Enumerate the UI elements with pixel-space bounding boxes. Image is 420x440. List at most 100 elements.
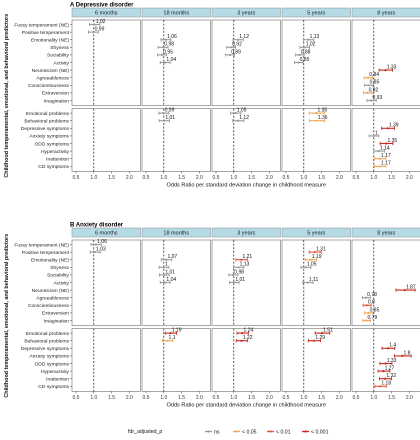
- estimate-shyness: 1.02: [299, 42, 316, 49]
- point-estimate: [163, 273, 166, 276]
- y-axis-label: Hyperactivity: [41, 149, 70, 155]
- point-estimate: [164, 61, 167, 64]
- point-estimate: [303, 46, 306, 49]
- legend-swatch-point: [207, 430, 210, 433]
- panel-box-temperament: [351, 19, 420, 106]
- x-tick-label: 1.0: [90, 395, 97, 401]
- point-estimate: [237, 266, 240, 269]
- point-estimate: [304, 266, 307, 269]
- x-tick-label: 0.5: [143, 175, 150, 181]
- value-label: 1.21: [242, 254, 252, 260]
- legend-swatch-point: [269, 430, 272, 433]
- x-tick-label: 1.0: [160, 175, 167, 181]
- panel-strip-label: 6 months: [95, 231, 118, 237]
- point-estimate: [385, 142, 388, 145]
- y-axis-label: Extraversion: [42, 311, 69, 317]
- point-estimate: [161, 46, 165, 49]
- value-label: 1.51: [323, 328, 333, 334]
- value-label: 0.92: [232, 42, 242, 48]
- point-estimate: [365, 319, 368, 322]
- value-label: 1.12: [239, 115, 249, 121]
- y-axis-label: Neuroticism (NE): [32, 68, 70, 74]
- value-label: 1.05: [307, 262, 317, 268]
- y-axis-label: Anxiety symptoms: [29, 354, 69, 360]
- panel-5-years: 5 years 0.5 1.0 1.5 2.0 1.13 1.020.88 0.85 1.351…: [281, 7, 351, 181]
- chart-depressive: A Depressive disorder 6 months 0.5 1.0 1.5 2.…: [4, 3, 420, 188]
- x-tick-label: 1.0: [160, 395, 167, 401]
- value-label: 0.84: [369, 72, 379, 78]
- x-tick-label: 2.0: [406, 175, 413, 181]
- panel-strip-label: 3 years: [237, 11, 255, 17]
- point-estimate: [162, 266, 165, 269]
- y-axis-label: Imagination: [44, 98, 70, 104]
- estimate-shyness: 0.92: [226, 42, 242, 49]
- y-axis-label: Emotional problems: [26, 111, 70, 117]
- panel-box-problems: [141, 108, 211, 172]
- value-label: 0.95: [163, 49, 173, 55]
- value-label: 1.1: [169, 335, 176, 341]
- value-label: 1: [375, 130, 378, 136]
- value-label: 0.89: [231, 49, 241, 55]
- value-label: 1.07: [167, 254, 177, 260]
- x-tick-label: 1.0: [90, 175, 97, 181]
- estimate-sociability: 0.88: [295, 49, 311, 57]
- estimate-emotionality-ne-: 1.21: [235, 254, 252, 262]
- legend: fdr_adjusted_p ns < 0.05 < 0.01 < 0.001: [128, 429, 329, 436]
- x-tick-label: 1.5: [248, 395, 255, 401]
- value-label: 1.13: [240, 262, 250, 268]
- y-axis-label: ODD symptoms: [34, 361, 69, 367]
- x-tick-label: 0.5: [213, 395, 220, 401]
- estimate-conscientiousness: 0.85: [364, 80, 380, 87]
- value-label: 1.13: [310, 34, 320, 40]
- value-label: 0.79: [368, 315, 378, 321]
- estimate-shyness: 0.98: [157, 42, 174, 49]
- panel-18-months: 18 months 0.5 1.0 1.5 2.0 1.06 0.980.95 1.04 0.9…: [141, 7, 211, 181]
- panel-box-temperament: [211, 19, 281, 106]
- point-estimate: [386, 127, 389, 130]
- value-label: 0.78: [367, 292, 377, 298]
- estimate-fussy-temperament-ne-: 1.02: [89, 19, 106, 27]
- panel-strip-label: 6 months: [95, 11, 118, 17]
- y-axis-label: Sociability: [47, 53, 70, 59]
- x-tick-label: 0.5: [213, 175, 220, 181]
- point-estimate: [234, 112, 237, 115]
- point-estimate: [403, 289, 406, 292]
- value-label: 1.35: [317, 108, 327, 114]
- panel-strip-label: 5 years: [307, 231, 325, 237]
- value-label: 0.99: [95, 27, 105, 33]
- estimate-hyperactivity: 1.27: [377, 366, 395, 373]
- estimate-imagination: 0.79: [362, 315, 378, 323]
- y-axis-label: Fussy temperament (NE): [14, 22, 69, 28]
- value-label: 1.14: [380, 146, 390, 152]
- point-estimate: [163, 119, 166, 122]
- value-label: 1.32: [386, 373, 396, 379]
- value-label: 1.33: [387, 358, 397, 364]
- x-tick-label: 2.0: [266, 395, 273, 401]
- point-estimate: [384, 377, 387, 380]
- panel-strip: [351, 227, 420, 238]
- y-axis-label: CD symptoms: [38, 384, 69, 390]
- chart-title: B Anxiety disorder: [70, 223, 124, 229]
- value-label: 1.01: [235, 277, 245, 283]
- estimate-odd-symptoms: 1.35: [379, 138, 397, 146]
- panel-strip: [71, 7, 141, 18]
- x-tick-label: 2.0: [406, 395, 413, 401]
- panel-box-temperament: [141, 239, 211, 326]
- value-label: 1.22: [243, 335, 253, 341]
- estimate-behavioral-problems: 1.01: [158, 115, 175, 123]
- point-estimate: [367, 84, 370, 87]
- estimate-activity: 1.11: [302, 277, 318, 285]
- point-estimate: [384, 69, 387, 72]
- y-axis-label: Conscientiousness: [28, 303, 70, 309]
- panel-5-years: 5 years 0.5 1.0 1.5 2.0 1.311.19 1.05 1.11 1.511…: [281, 227, 351, 401]
- panel-strip-label: 8 years: [377, 11, 395, 17]
- legend-label: < 0.05: [242, 430, 257, 436]
- value-label: 1.4: [389, 343, 396, 349]
- x-tick-label: 2.0: [196, 175, 203, 181]
- legend-label: < 0.001: [311, 430, 329, 436]
- value-label: 1.05: [237, 108, 247, 114]
- estimate-emotionality-ne-: 1.19: [304, 254, 322, 262]
- value-label: 1.27: [385, 366, 395, 372]
- point-estimate: [378, 157, 381, 160]
- y-axis-label: Activity: [54, 60, 70, 66]
